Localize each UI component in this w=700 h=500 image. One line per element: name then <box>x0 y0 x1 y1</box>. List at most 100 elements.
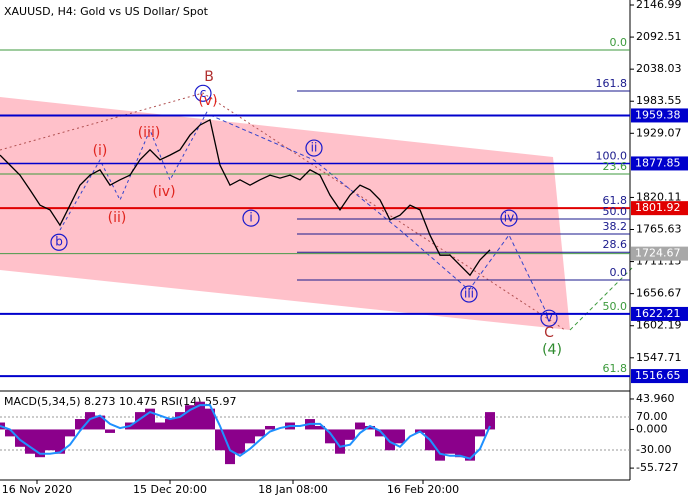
y-tick-label: 1547.71 <box>636 351 682 364</box>
macd-bar <box>265 425 275 430</box>
wave-label: iii <box>464 287 474 301</box>
y-tick-label: 1983.55 <box>636 94 682 107</box>
macd-bar <box>45 429 55 451</box>
macd-bar <box>35 429 45 458</box>
macd-bar <box>465 429 475 461</box>
fib-label: 100.0 <box>596 149 628 162</box>
wave-circle <box>460 285 478 303</box>
fib-label: 28.6 <box>603 238 628 251</box>
x-tick-label: 16 Nov 2020 <box>2 483 72 496</box>
fib-label: 61.8 <box>603 194 628 207</box>
wave-circle <box>540 309 558 327</box>
macd-bar <box>55 429 65 454</box>
wave-connector <box>59 109 209 231</box>
macd-bar <box>385 429 395 451</box>
trend-channel <box>0 97 570 330</box>
wave-label: (v) <box>198 93 217 109</box>
fib-label: 50.0 <box>603 300 628 313</box>
macd-bar <box>75 419 85 430</box>
macd-bar <box>235 429 245 454</box>
macd-bar <box>255 429 265 437</box>
x-tick-label: 15 Dec 20:00 <box>133 483 207 496</box>
indicator-label: MACD(5,34,5) 8.273 10.475 RSI(14) 55.97 <box>4 395 236 408</box>
macd-bar <box>345 429 355 440</box>
fib-label: 50.0 <box>603 205 628 218</box>
macd-bar <box>445 429 455 454</box>
x-tick-label: 16 Feb 20:00 <box>387 483 459 496</box>
macd-bar <box>135 412 145 430</box>
price-tag <box>631 156 688 171</box>
projection-line <box>569 267 633 331</box>
macd-bar <box>245 429 255 444</box>
macd-bar <box>485 412 495 430</box>
macd-bar <box>105 429 115 433</box>
fib-label: 0.0 <box>610 36 628 49</box>
wave-label: (4) <box>542 342 562 358</box>
indicator-tick-label: -55.727 <box>636 461 678 474</box>
price-tag-label: 1724.67 <box>635 247 681 260</box>
price-tag <box>631 246 688 261</box>
macd-bar <box>435 429 445 461</box>
macd-bar <box>325 429 335 444</box>
y-tick-label: 1602.19 <box>636 319 682 332</box>
macd-bar <box>215 429 225 451</box>
macd-bar <box>155 422 165 430</box>
macd-bar <box>455 429 465 458</box>
chart-title: XAUUSD, H4: Gold vs US Dollar/ Spot <box>4 5 209 18</box>
wave-label: (iii) <box>138 125 161 141</box>
macd-bar <box>395 429 405 444</box>
price-tag-label: 1801.92 <box>635 201 681 214</box>
fib-label: 61.8 <box>603 362 628 375</box>
price-tag <box>631 306 688 321</box>
macd-bar <box>85 412 95 430</box>
wave-label: iv <box>504 211 514 225</box>
macd-bar <box>475 429 485 437</box>
macd-bar <box>25 429 35 454</box>
y-tick-label: 1656.67 <box>636 287 682 300</box>
macd-bar <box>335 429 345 454</box>
wave-circle <box>305 139 323 157</box>
wave-connector <box>209 114 550 319</box>
macd-bar <box>375 429 385 437</box>
wave-label: C <box>544 325 554 341</box>
y-tick-label: 2146.99 <box>636 0 682 11</box>
macd-bar <box>355 422 365 430</box>
wave-label: c <box>200 86 207 100</box>
macd-bar <box>65 429 75 437</box>
y-tick-label: 2092.51 <box>636 30 682 43</box>
macd-bar <box>165 419 175 430</box>
price-tag-label: 1516.65 <box>635 369 681 382</box>
macd-bar <box>95 415 105 430</box>
y-tick-label: 1929.07 <box>636 126 682 139</box>
wave-connector <box>0 92 566 331</box>
y-tick-label: 1765.63 <box>636 223 682 236</box>
wave-label: b <box>55 235 63 249</box>
price-tag-label: 1877.85 <box>635 156 681 169</box>
fib-label: 0.0 <box>610 266 628 279</box>
price-tag <box>631 108 688 123</box>
macd-bar <box>145 408 155 430</box>
wave-circle <box>194 84 212 102</box>
fib-label: 23.6 <box>603 160 628 173</box>
wave-label: i <box>249 211 252 225</box>
macd-bar <box>365 425 375 430</box>
macd-bar <box>315 425 325 430</box>
fib-label: 161.8 <box>596 77 628 90</box>
price-line-series <box>0 118 491 277</box>
level-label: -30.00 <box>636 443 671 456</box>
price-tag-label: 1622.21 <box>635 307 681 320</box>
macd-bar <box>5 429 15 437</box>
y-tick-label: 1820.11 <box>636 190 682 203</box>
macd-bar <box>15 429 25 447</box>
x-tick-label: 18 Jan 08:00 <box>258 483 328 496</box>
wave-circle <box>242 209 260 227</box>
price-tag-label: 1959.38 <box>635 108 681 121</box>
fib-label: 38.2 <box>603 220 628 233</box>
wave-label: B <box>204 69 214 85</box>
indicator-tick-label: 43.960 <box>636 392 675 405</box>
wave-label: ii <box>311 141 318 155</box>
wave-circle <box>50 233 68 251</box>
signal-line <box>0 404 491 460</box>
wave-label: (ii) <box>108 210 127 226</box>
